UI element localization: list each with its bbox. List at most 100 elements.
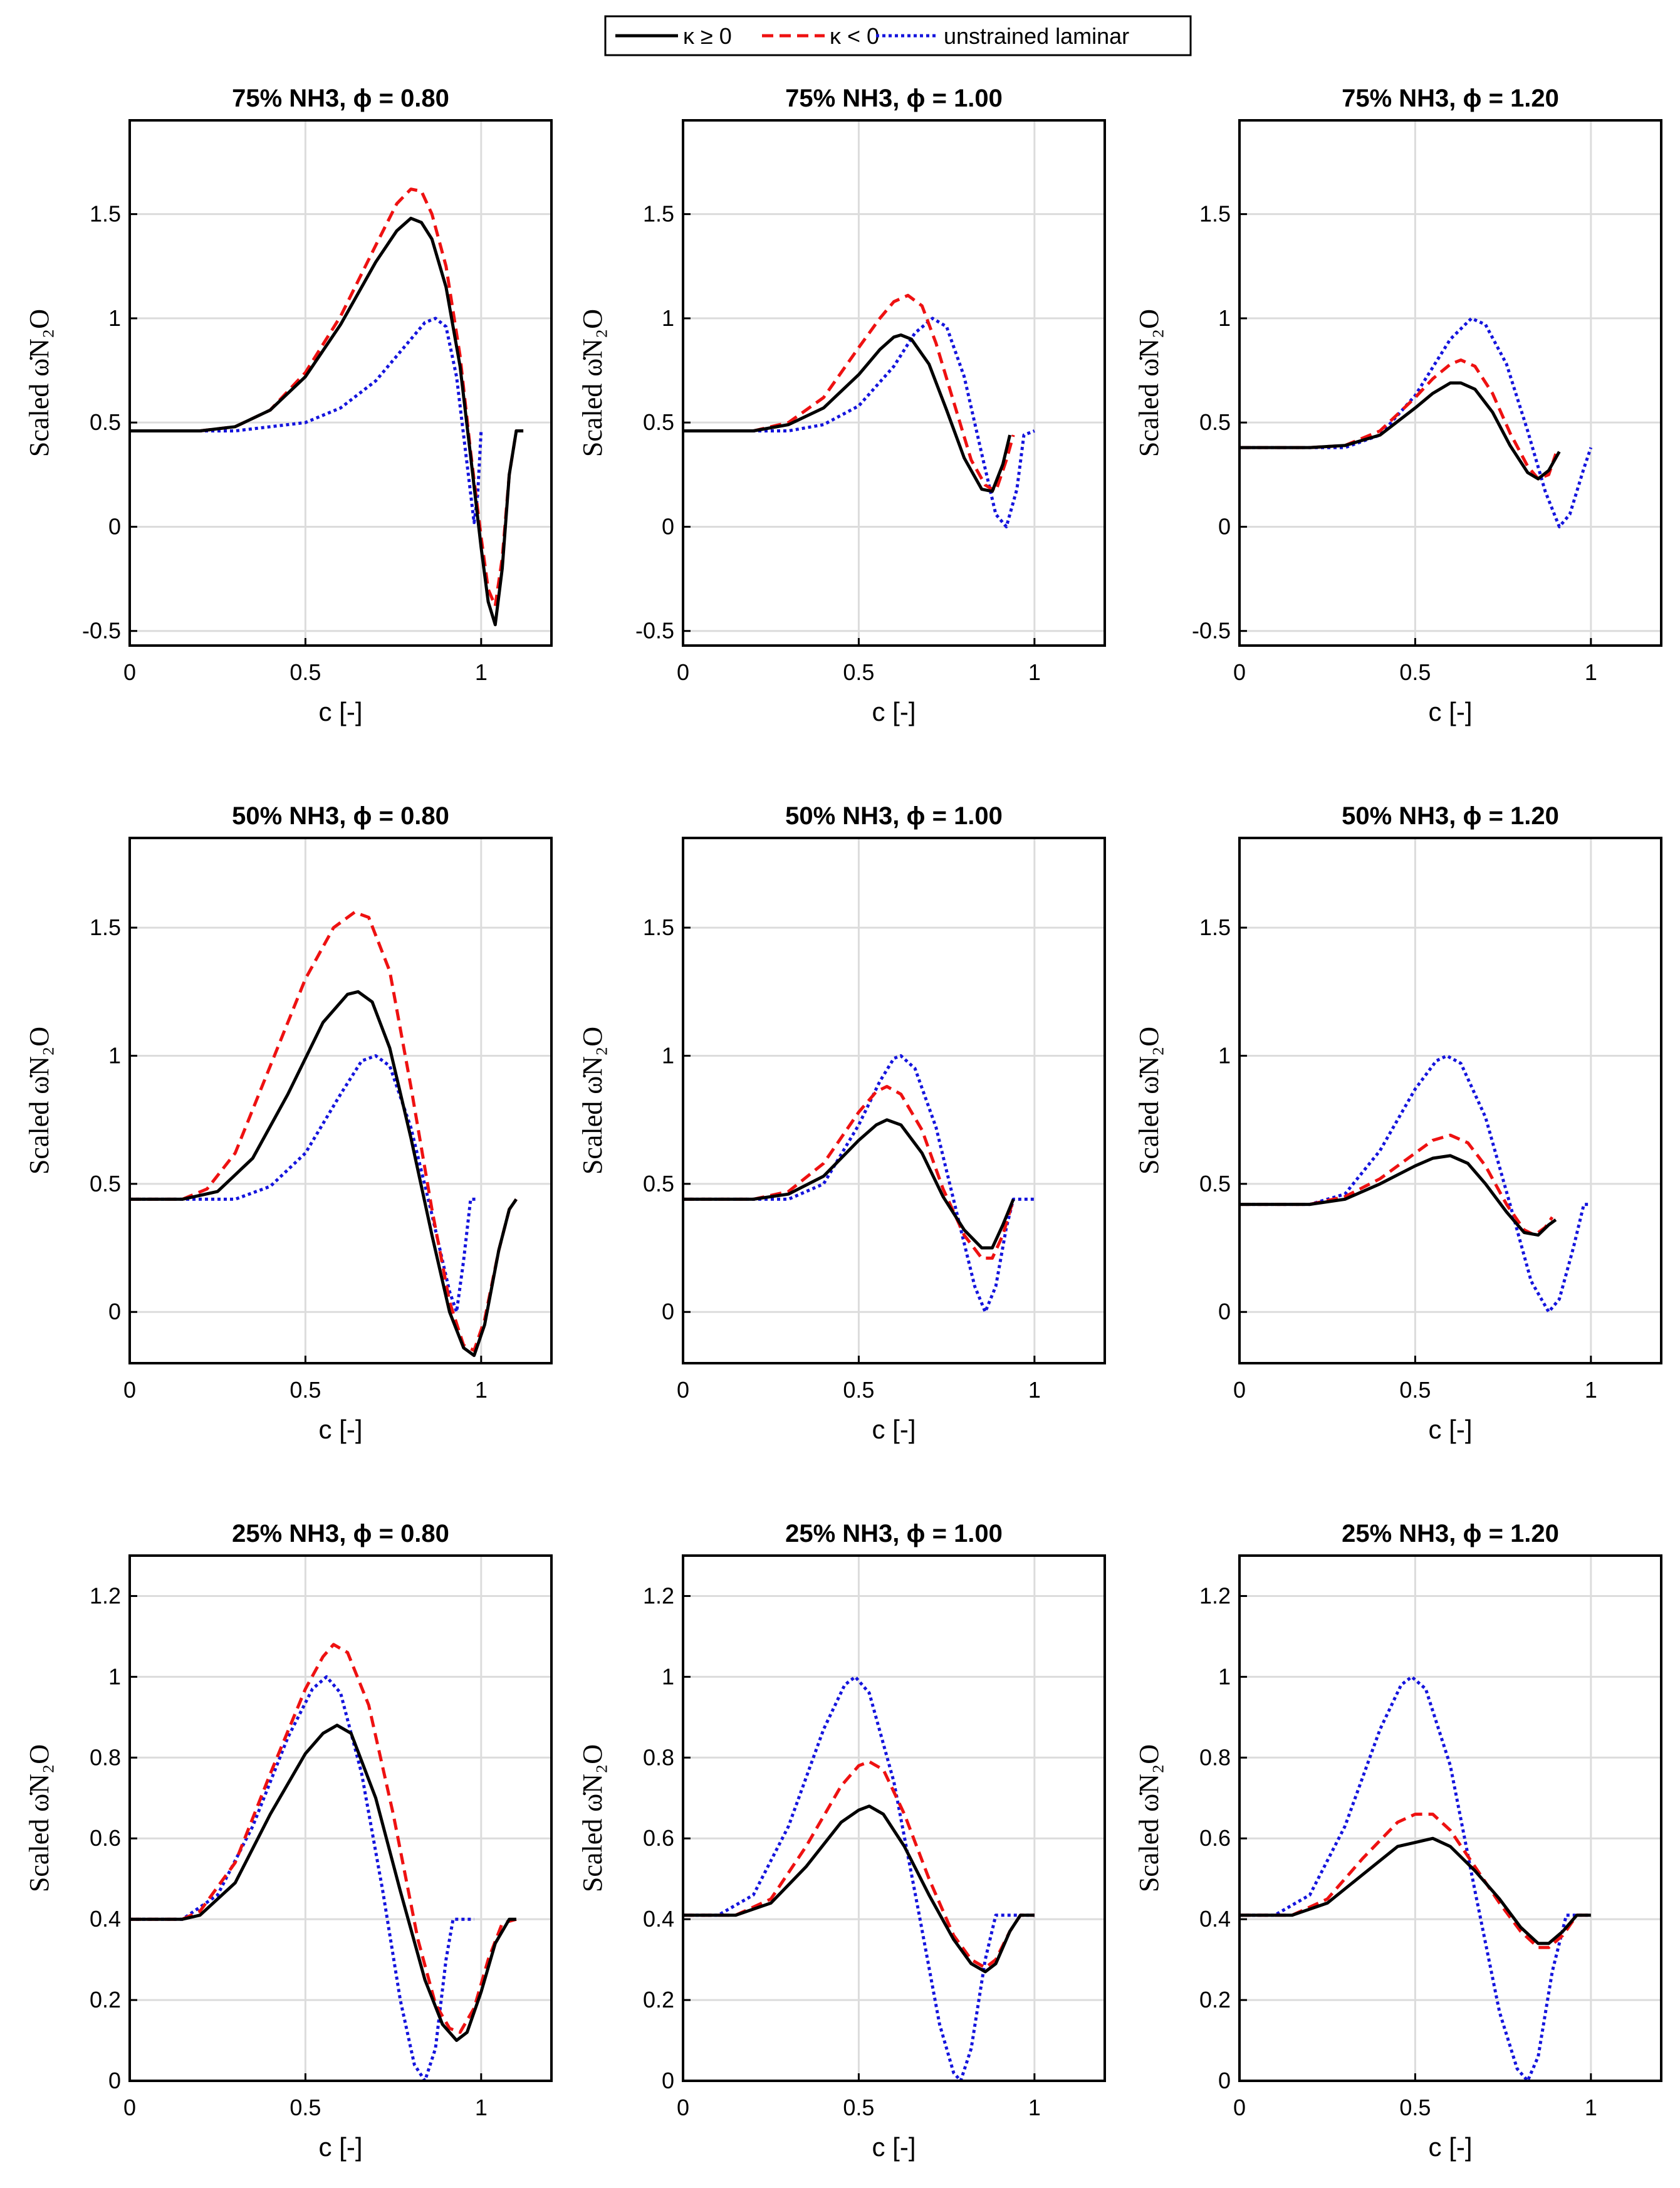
- panel-title: 25% NH3, ϕ = 1.00: [785, 1520, 1003, 1547]
- panel-3: 0 0.5 1-0.500.511.575% NH3, ϕ = 1.20c [-]S…: [1134, 85, 1662, 726]
- y-axis-label: Scaled ω̇N₂O: [1134, 1027, 1164, 1175]
- y-tick-label: 0: [108, 1299, 121, 1324]
- legend-label-pos: κ ≥ 0: [683, 23, 732, 49]
- series-line-neg: [130, 1643, 517, 2034]
- y-tick-label: 0.4: [90, 1906, 121, 1932]
- axes-box: [128, 837, 553, 1364]
- series-line-neg: [683, 1085, 1015, 1260]
- y-tick-label: -0.5: [82, 618, 121, 644]
- y-tick-label: 0.2: [90, 1987, 121, 2013]
- y-tick-label: 1.2: [90, 1583, 121, 1608]
- y-tick-label: 1: [108, 1663, 121, 1689]
- axes-box: [128, 119, 553, 647]
- series-line-lam: [130, 317, 483, 525]
- x-tick-label: 0.5: [290, 1377, 321, 1403]
- y-axis-label: Scaled ω̇N₂O: [24, 309, 55, 457]
- y-tick-label: 0.5: [643, 1171, 674, 1196]
- series-line-pos: [683, 1804, 1035, 1974]
- x-axis-label: c [-]: [872, 697, 916, 726]
- x-tick-label: 1: [1585, 2095, 1597, 2120]
- y-tick-label: 1: [1218, 305, 1231, 331]
- panels: 0 0.5 1-0.500.511.575% NH3, ϕ = 0.80c [-]S…: [24, 85, 1662, 2162]
- panel-title: 75% NH3, ϕ = 1.20: [1342, 85, 1559, 112]
- series-line-lam: [683, 1675, 1035, 2081]
- panel-title: 75% NH3, ϕ = 0.80: [232, 85, 449, 112]
- y-tick-label: 0.6: [90, 1825, 121, 1851]
- y-tick-label: 0.8: [1199, 1744, 1231, 1770]
- x-axis-label: c [-]: [1429, 697, 1473, 726]
- panel-5: 0 0.5 1 0 0.5 1 1.5 50% NH3, ϕ = 1.00 c [-] Scale…: [577, 802, 1106, 1444]
- panel-title: 75% NH3, ϕ = 1.00: [785, 85, 1003, 112]
- x-tick-label: 0: [1233, 659, 1246, 685]
- x-tick-label: 0.5: [1399, 1377, 1431, 1403]
- axes-box: [682, 837, 1106, 1364]
- x-tick-label: 0.5: [290, 659, 321, 685]
- panel-title: 25% NH3, ϕ = 0.80: [232, 1520, 449, 1547]
- plot-area: [1239, 1556, 1661, 2081]
- series-line-pos: [683, 1118, 1015, 1250]
- y-tick-label: 0.8: [643, 1744, 674, 1770]
- plot-area: [130, 1556, 551, 2081]
- y-tick-label: 0.6: [643, 1825, 674, 1851]
- y-tick-label: 0: [1218, 1299, 1231, 1324]
- y-tick-label: 0.5: [90, 409, 121, 435]
- series-line-lam: [683, 1054, 1035, 1314]
- y-tick-label: 0: [108, 513, 121, 539]
- x-tick-label: 0.5: [843, 1377, 874, 1403]
- x-tick-label: 0: [1233, 2095, 1246, 2120]
- y-tick-label: 0.4: [1199, 1906, 1231, 1932]
- y-tick-label: 1: [108, 305, 121, 331]
- x-axis-label: c [-]: [872, 1415, 916, 1444]
- x-axis-label: c [-]: [872, 2132, 916, 2162]
- x-tick-label: 0: [1233, 1377, 1246, 1403]
- y-tick-label: 0.5: [1199, 1171, 1231, 1196]
- x-axis-label: c [-]: [1429, 1415, 1473, 1444]
- y-tick-label: 0: [1218, 2068, 1231, 2093]
- y-axis-label: Scaled ω̇N₂O: [24, 1027, 55, 1175]
- x-tick-label: 1: [1585, 659, 1597, 685]
- y-tick-label: 0.5: [643, 409, 674, 435]
- x-axis-label: c [-]: [1429, 2132, 1473, 2162]
- axes-box: [1238, 119, 1662, 647]
- x-tick-label: 0: [677, 2095, 689, 2120]
- y-tick-label: 1.5: [643, 914, 674, 940]
- y-tick-label: 0: [108, 2068, 121, 2093]
- y-tick-label: -0.5: [1192, 618, 1231, 644]
- series-line-neg: [683, 293, 1015, 493]
- panel-8: 0 0.5 1 0 0.2 0.4 0.6 0.8 1 1.2 25% NH3, ϕ = 1.00 c…: [577, 1520, 1106, 2162]
- series-line-pos: [130, 216, 524, 627]
- x-tick-label: 0.5: [1399, 659, 1431, 685]
- y-tick-label: 1.5: [1199, 914, 1231, 940]
- axes-box: [682, 119, 1106, 647]
- legend: κ ≥ 0 κ < 0 unstrained laminar: [604, 15, 1192, 56]
- x-tick-label: 1: [475, 1377, 488, 1403]
- y-axis-label: Scaled ω̇N₂O: [1134, 1744, 1164, 1892]
- axes-box: [1238, 1554, 1662, 2082]
- axes-box: [128, 1554, 553, 2082]
- plot-area: [683, 1556, 1105, 2081]
- panel-title: 50% NH3, ϕ = 1.20: [1342, 802, 1559, 830]
- y-tick-label: 1.2: [1199, 1583, 1231, 1608]
- panel-title: 25% NH3, ϕ = 1.20: [1342, 1520, 1559, 1547]
- plot-area: [130, 838, 551, 1363]
- y-tick-label: 1.2: [643, 1583, 674, 1608]
- plot-area: [683, 120, 1105, 646]
- series-line-lam: [1239, 1054, 1591, 1314]
- plot-area: [1239, 838, 1661, 1363]
- y-tick-label: 1: [1218, 1042, 1231, 1068]
- x-tick-label: 0.5: [1399, 2095, 1431, 2120]
- x-tick-label: 0: [677, 659, 689, 685]
- y-tick-label: 0: [662, 513, 674, 539]
- x-tick-label: 0: [123, 659, 136, 685]
- y-tick-label: 0: [662, 1299, 674, 1324]
- y-tick-label: 0.2: [643, 1987, 674, 2013]
- y-axis-label: Scaled ω̇N₂O: [577, 1744, 608, 1892]
- y-tick-label: 1: [662, 1042, 674, 1068]
- series-line-pos: [1239, 1836, 1591, 1945]
- y-tick-label: 1: [1218, 1663, 1231, 1689]
- series-line-lam: [1239, 1675, 1591, 2081]
- y-axis-label: Scaled ω̇N₂O: [24, 1744, 55, 1892]
- x-tick-label: 0: [677, 1377, 689, 1403]
- series-line-lam: [130, 1054, 478, 1314]
